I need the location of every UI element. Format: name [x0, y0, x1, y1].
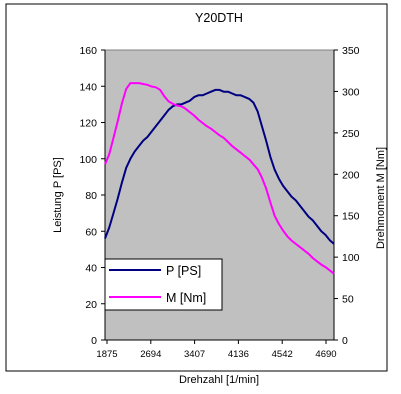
y-tick-label: 80 [85, 190, 97, 202]
legend-box [104, 258, 223, 311]
y-tick-label: 140 [79, 81, 97, 93]
legend: P [PS] M [Nm] [104, 258, 223, 311]
x-tick-label: 3407 [184, 349, 205, 360]
y-tick-label: 120 [79, 118, 97, 130]
x-axis-label: Drehzahl [1/min] [179, 374, 259, 386]
y-tick-label: 0 [91, 335, 97, 347]
y-tick-label: 60 [85, 226, 97, 238]
x-tick-label: 4690 [315, 349, 336, 360]
series-line-p [104, 88, 335, 245]
x-tick-label: 4136 [228, 349, 249, 360]
series-line-m [104, 82, 335, 275]
y-axis-label: Leistung P [PS] [52, 157, 64, 233]
x-tick-label: 2694 [140, 349, 161, 360]
y-tick-label: 100 [79, 154, 97, 166]
series-lines [104, 82, 335, 275]
x-tick-label: 4542 [272, 349, 293, 360]
axes: 0 20 40 60 80 100 120 140 160 0 50 100 150 200 250 300 3… [79, 45, 359, 360]
y2-tick-label: 150 [342, 211, 360, 223]
x-tick-label: 1875 [96, 349, 117, 360]
y-tick-label: 40 [85, 263, 97, 275]
y-tick-label: 160 [79, 45, 97, 57]
legend-label-m: M [Nm] [166, 291, 206, 305]
y2-tick-label: 200 [342, 169, 360, 181]
y2-tick-label: 350 [342, 45, 360, 57]
y2-tick-label: 50 [342, 294, 354, 306]
y2-tick-label: 300 [342, 86, 360, 98]
legend-label-p: P [PS] [166, 264, 201, 278]
y2-tick-label: 250 [342, 128, 360, 140]
chart-title: Y20DTH [195, 11, 243, 25]
y2-axis-label: Drehmoment M [Nm] [375, 147, 387, 249]
y2-tick-label: 0 [342, 335, 348, 347]
y2-tick-label: 100 [342, 252, 360, 264]
y-tick-label: 20 [85, 299, 97, 311]
